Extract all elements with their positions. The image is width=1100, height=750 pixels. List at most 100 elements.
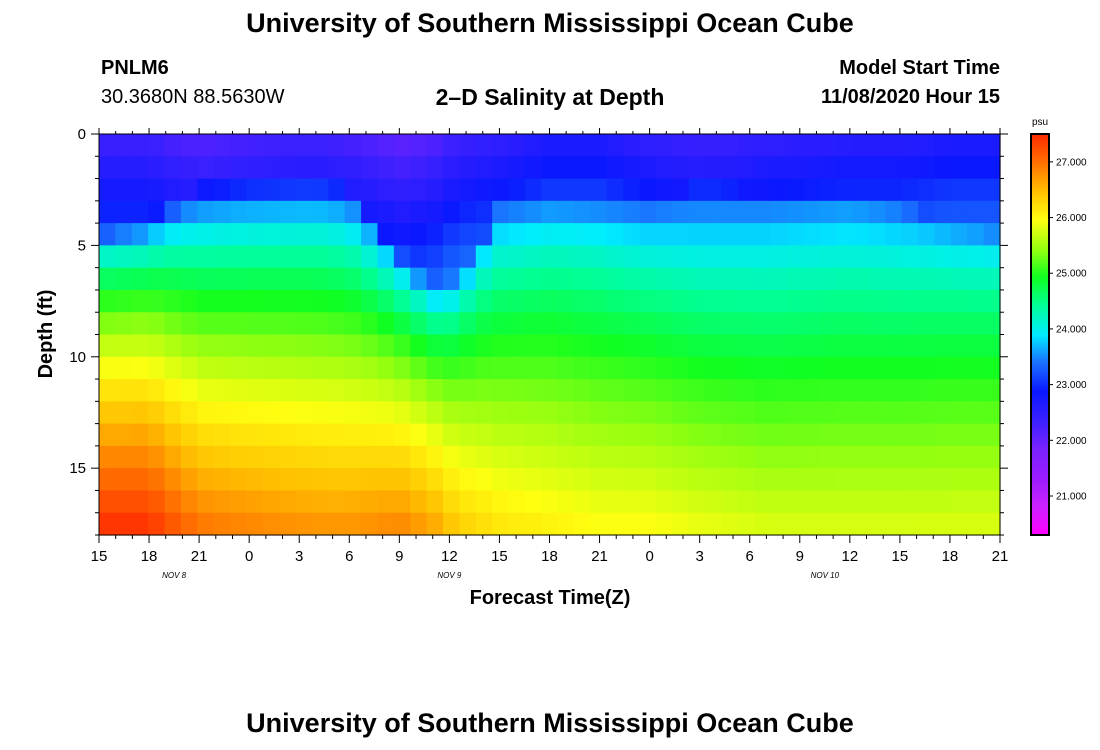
heatmap-cell [246,178,264,202]
heatmap-cell [934,379,952,402]
heatmap-cell [787,356,805,380]
heatmap-cell [590,178,608,202]
heatmap-cell [115,401,133,425]
heatmap-cell [213,156,231,180]
heatmap-cell [672,356,690,380]
heatmap-cell [246,468,264,492]
heatmap-cell [836,512,854,536]
heatmap-cell [99,156,116,180]
heatmap-cell [410,223,428,246]
heatmap-cell [393,423,411,447]
heatmap-cell [393,334,411,358]
heatmap-cell [311,445,329,469]
heatmap-cell [836,490,854,514]
heatmap-cell [819,223,837,246]
heatmap-cell [852,334,870,358]
heatmap-cell [819,356,837,380]
heatmap-cell [115,267,133,291]
heatmap-cell [426,156,444,180]
heatmap-cell [393,401,411,425]
heatmap-cell [639,223,657,246]
heatmap-cell [99,223,116,246]
heatmap-cell [967,200,985,224]
heatmap-cell [606,267,624,291]
heatmap-cell [655,512,673,536]
x-tick-label: 21 [992,548,1009,565]
heatmap-cell [393,468,411,492]
x-tick-label: 0 [245,548,253,565]
heatmap-cell [557,223,575,246]
heatmap-cell [705,289,723,313]
heatmap-cell [524,512,542,536]
colorbar-gradient [1030,133,1050,536]
heatmap-cell [541,468,559,492]
heatmap-cell [508,289,526,313]
heatmap-cell [541,401,559,425]
heatmap-cell [361,223,379,246]
heatmap-cell [246,200,264,224]
heatmap-cell [885,134,903,157]
heatmap-cell [655,423,673,447]
heatmap-cell [918,468,936,492]
heatmap-cell [803,334,821,358]
heatmap-cell [606,512,624,536]
heatmap-cell [967,512,985,536]
heatmap-cell [836,223,854,246]
page-title: University of Southern Mississippi Ocean… [246,8,854,38]
heatmap-cell [443,156,460,180]
x-tick-label: 18 [541,548,558,565]
heatmap-cell [426,134,444,157]
heatmap-cell [115,468,133,492]
heatmap-cell [99,490,116,514]
heatmap-cell [787,401,805,425]
heatmap-cell [836,156,854,180]
heatmap-cell [148,401,166,425]
heatmap-cell [443,423,460,447]
heatmap-cell [459,223,477,246]
heatmap-cell [737,245,755,269]
heatmap-cell [148,468,166,492]
heatmap-cell [672,401,690,425]
heatmap-cell [443,445,460,469]
heatmap-cell [590,134,608,157]
heatmap-cell [475,356,493,380]
heatmap-cell [819,379,837,402]
heatmap-cell [836,423,854,447]
heatmap-cell [721,423,739,447]
heatmap-cell [655,178,673,202]
heatmap-cell [344,312,362,336]
heatmap-cell [918,490,936,514]
heatmap-cell [705,223,723,246]
heatmap-cell [279,379,297,402]
heatmap-cell [246,423,264,447]
heatmap-cell [328,312,346,336]
heatmap-cell [328,401,346,425]
heatmap-cell [868,223,886,246]
heatmap-cell [377,356,395,380]
heatmap-cell [279,200,297,224]
x-tick-label: 9 [796,548,804,565]
heatmap-cell [950,245,968,269]
heatmap-cell [590,445,608,469]
heatmap-cell [623,401,641,425]
heatmap-cell [311,245,329,269]
heatmap-cell [197,156,215,180]
x-tick-label: 18 [141,548,158,565]
heatmap-cell [721,356,739,380]
x-tick-label: 3 [295,548,303,565]
heatmap-cell [950,423,968,447]
heatmap-cell [426,512,444,536]
heatmap-cell [705,401,723,425]
heatmap-cell [868,134,886,157]
heatmap-cell [868,490,886,514]
heatmap-cell [950,379,968,402]
heatmap-cell [623,223,641,246]
heatmap-cell [115,379,133,402]
heatmap-cell [901,134,919,157]
heatmap-cell [508,245,526,269]
heatmap-cell [459,200,477,224]
heatmap-cell [655,468,673,492]
heatmap-cell [803,245,821,269]
heatmap-cell [639,379,657,402]
heatmap-cell [541,200,559,224]
